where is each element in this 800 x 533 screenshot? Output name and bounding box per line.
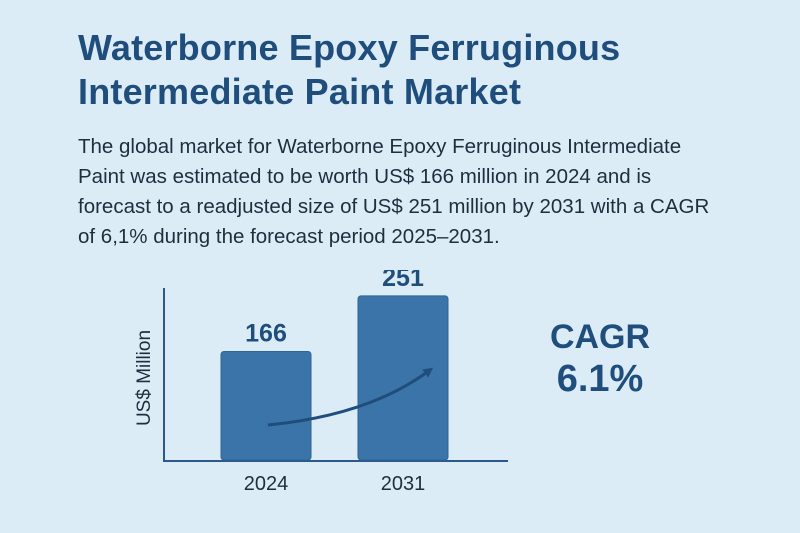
- cagr-value: 6.1%: [556, 358, 644, 400]
- page-title: Waterborne Epoxy Ferruginous Intermediat…: [78, 27, 621, 112]
- x-tick-label-2024: 2024: [244, 473, 289, 495]
- growth-arrow: [267, 367, 434, 427]
- data-label-2024: 166: [245, 319, 287, 347]
- bars-group: 166 2024 251 2031: [220, 270, 449, 495]
- data-label-2031: 251: [382, 270, 424, 292]
- bar-2024: [220, 350, 312, 461]
- y-axis-label: US$ Million: [134, 330, 155, 426]
- x-tick-label-2031: 2031: [381, 473, 426, 495]
- market-description: The global market for Waterborne Epoxy F…: [78, 135, 710, 248]
- bar-2031: [357, 295, 449, 461]
- cagr-label: CAGR: [549, 318, 651, 356]
- bar-chart: US$ Million 166 2024 251 2031: [134, 270, 508, 495]
